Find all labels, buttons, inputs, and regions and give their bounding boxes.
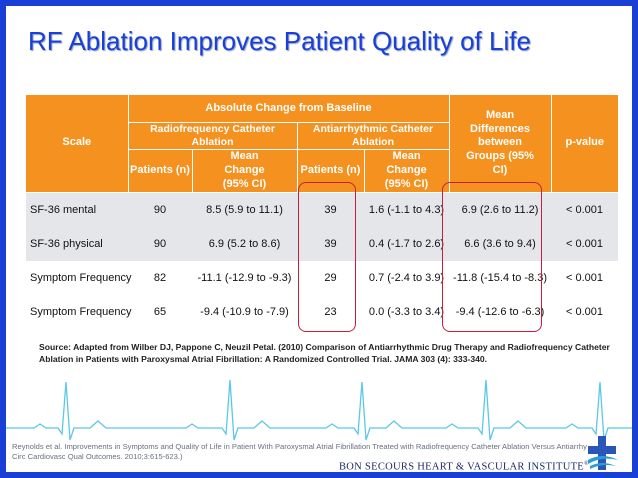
registered-mark: ® (584, 461, 589, 467)
header-rf-mean-change: Mean Change (95% CI) (192, 149, 298, 193)
cell-rf-patients: 90 (128, 192, 192, 227)
cell-scale: Symptom Frequency (26, 260, 131, 295)
cell-rf-change: 6.9 (5.2 to 8.6) (192, 226, 297, 261)
header-absolute-change: Absolute Change from Baseline (128, 95, 450, 123)
aad-patients-highlight-box (298, 182, 356, 332)
header-aad-group: Antiarrhythmic Catheter Ablation (297, 122, 450, 151)
cell-mean-difference: 6.6 (3.6 to 9.4) (449, 226, 552, 261)
cell-aad-patients: 23 (297, 294, 364, 329)
cell-scale: Symptom Frequency (26, 294, 131, 329)
header-mean-differences: Mean Differences between Groups (95% CI) (449, 95, 552, 193)
cell-rf-change: -11.1 (-12.9 to -9.3) (192, 260, 297, 295)
header-scale: Scale (26, 95, 129, 193)
reference-citation: Reynolds et al. Improvements in Symptoms… (12, 442, 587, 462)
cell-p-value: < 0.001 (551, 294, 619, 329)
table-row: SF-36 physical 90 6.9 (5.2 to 8.6) 39 0.… (26, 226, 619, 261)
header-p-value: p-value (551, 95, 619, 193)
table-row: SF-36 mental 90 8.5 (5.9 to 11.1) 39 1.6… (26, 192, 619, 227)
cell-rf-change: 8.5 (5.9 to 11.1) (192, 192, 297, 227)
header-rf-patients: Patients (n) (128, 149, 193, 193)
cell-mean-difference: -11.8 (-15.4 to -8.3) (449, 260, 552, 295)
cell-scale: SF-36 physical (26, 226, 128, 261)
header-rf-group: Radiofrequency Catheter Ablation (128, 122, 298, 151)
slide-title: RF Ablation Improves Patient Quality of … (28, 26, 531, 56)
cell-rf-patients: 82 (128, 260, 192, 295)
cell-p-value: < 0.001 (551, 226, 619, 261)
header-aad-mean-change: Mean Change (95% CI) (364, 149, 450, 193)
cell-rf-patients: 90 (128, 226, 192, 261)
reference-line-1: Reynolds et al. Improvements in Symptoms… (12, 442, 587, 451)
cell-scale: SF-36 mental (26, 192, 128, 227)
results-table: Scale Absolute Change from Baseline Mean… (26, 95, 619, 329)
reference-line-2: Circ Cardiovasc Qual Outcomes. 2010;3:61… (12, 451, 183, 461)
table-row: Symptom Frequency 65 -9.4 (-10.9 to -7.9… (26, 294, 619, 329)
cell-p-value: < 0.001 (551, 260, 619, 295)
source-note: Source: Adapted from Wilber DJ, Pappone … (39, 342, 610, 364)
cell-aad-patients: 29 (297, 260, 364, 295)
cell-mean-difference: -9.4 (-12.6 to -6.3) (449, 294, 552, 329)
cell-aad-patients: 39 (297, 226, 364, 261)
institute-name: BON SECOURS HEART & VASCULAR INSTITUTE® (339, 461, 589, 473)
institute-name-text: BON SECOURS HEART & VASCULAR INSTITUTE (339, 461, 585, 473)
cell-p-value: < 0.001 (551, 192, 619, 227)
cell-aad-patients: 39 (297, 192, 364, 227)
cell-aad-change: 0.0 (-3.3 to 3.4) (364, 294, 450, 329)
mean-difference-highlight-box (442, 182, 542, 332)
cross-logo-icon (588, 436, 618, 470)
ecg-waveform-graphic (6, 379, 632, 441)
table-row: Symptom Frequency 82 -11.1 (-12.9 to -9.… (26, 260, 619, 295)
cell-mean-difference: 6.9 (2.6 to 11.2) (449, 192, 552, 227)
cell-aad-change: 1.6 (-1.1 to 4.3) (364, 192, 450, 227)
cell-aad-change: 0.7 (-2.4 to 3.9) (364, 260, 450, 295)
cell-rf-change: -9.4 (-10.9 to -7.9) (192, 294, 297, 329)
cell-rf-patients: 65 (128, 294, 192, 329)
cell-aad-change: 0.4 (-1.7 to 2.6) (364, 226, 450, 261)
